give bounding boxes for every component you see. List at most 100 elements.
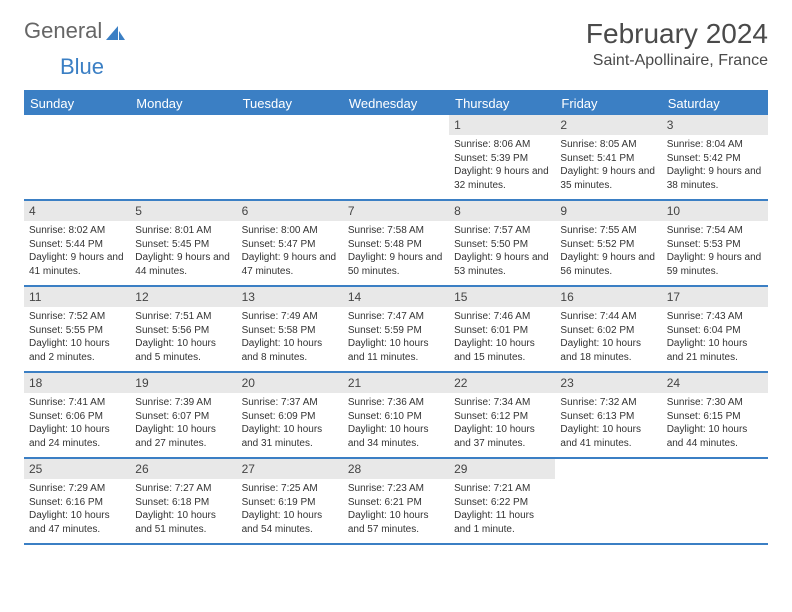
daylight-text: Daylight: 9 hours and 44 minutes. xyxy=(135,251,231,278)
calendar-page: General February 2024 Saint-Apollinaire,… xyxy=(0,0,792,555)
day-cell: 25Sunrise: 7:29 AMSunset: 6:16 PMDayligh… xyxy=(24,459,130,543)
sunset-text: Sunset: 5:53 PM xyxy=(667,238,763,252)
day-number: 19 xyxy=(130,373,236,393)
day-number: 29 xyxy=(449,459,555,479)
day-cell: 11Sunrise: 7:52 AMSunset: 5:55 PMDayligh… xyxy=(24,287,130,371)
day-number: 17 xyxy=(662,287,768,307)
title-block: February 2024 Saint-Apollinaire, France xyxy=(586,18,768,70)
sunset-text: Sunset: 5:50 PM xyxy=(454,238,550,252)
sunrise-text: Sunrise: 7:51 AM xyxy=(135,310,231,324)
daylight-text: Daylight: 9 hours and 38 minutes. xyxy=(667,165,763,192)
calendar: Sunday Monday Tuesday Wednesday Thursday… xyxy=(24,90,768,545)
daylight-text: Daylight: 9 hours and 53 minutes. xyxy=(454,251,550,278)
day-cell: 14Sunrise: 7:47 AMSunset: 5:59 PMDayligh… xyxy=(343,287,449,371)
day-cell: 21Sunrise: 7:36 AMSunset: 6:10 PMDayligh… xyxy=(343,373,449,457)
location: Saint-Apollinaire, France xyxy=(586,52,768,70)
week-row: ....1Sunrise: 8:06 AMSunset: 5:39 PMDayl… xyxy=(24,115,768,201)
daylight-text: Daylight: 10 hours and 8 minutes. xyxy=(242,337,338,364)
day-cell: . xyxy=(555,459,661,543)
day-cell: 6 Sunrise: 8:00 AMSunset: 5:47 PMDaylight… xyxy=(237,201,343,285)
sunset-text: Sunset: 5:47 PM xyxy=(242,238,338,252)
sunrise-text: Sunrise: 7:54 AM xyxy=(667,224,763,238)
sunrise-text: Sunrise: 7:58 AM xyxy=(348,224,444,238)
sunrise-text: Sunrise: 7:32 AM xyxy=(560,396,656,410)
sunset-text: Sunset: 5:48 PM xyxy=(348,238,444,252)
day-number: 4 xyxy=(24,201,130,221)
day-number: 12 xyxy=(130,287,236,307)
daylight-text: Daylight: 10 hours and 31 minutes. xyxy=(242,423,338,450)
daylight-text: Daylight: 10 hours and 57 minutes. xyxy=(348,509,444,536)
day-cell: 16Sunrise: 7:44 AMSunset: 6:02 PMDayligh… xyxy=(555,287,661,371)
day-cell: 1Sunrise: 8:06 AMSunset: 5:39 PMDaylight… xyxy=(449,115,555,199)
day-number: 21 xyxy=(343,373,449,393)
day-number: 13 xyxy=(237,287,343,307)
sunrise-text: Sunrise: 7:29 AM xyxy=(29,482,125,496)
sunset-text: Sunset: 5:39 PM xyxy=(454,152,550,166)
day-cell: 29Sunrise: 7:21 AMSunset: 6:22 PMDayligh… xyxy=(449,459,555,543)
weekday-tuesday: Tuesday xyxy=(237,92,343,115)
day-number: 24 xyxy=(662,373,768,393)
sunset-text: Sunset: 6:10 PM xyxy=(348,410,444,424)
day-number: 9 xyxy=(555,201,661,221)
sunrise-text: Sunrise: 7:47 AM xyxy=(348,310,444,324)
sunrise-text: Sunrise: 7:25 AM xyxy=(242,482,338,496)
daylight-text: Daylight: 10 hours and 27 minutes. xyxy=(135,423,231,450)
day-cell: 8Sunrise: 7:57 AMSunset: 5:50 PMDaylight… xyxy=(449,201,555,285)
sunset-text: Sunset: 5:55 PM xyxy=(29,324,125,338)
sunrise-text: Sunrise: 7:37 AM xyxy=(242,396,338,410)
weeks-container: ....1Sunrise: 8:06 AMSunset: 5:39 PMDayl… xyxy=(24,115,768,545)
day-cell: 12Sunrise: 7:51 AMSunset: 5:56 PMDayligh… xyxy=(130,287,236,371)
daylight-text: Daylight: 10 hours and 54 minutes. xyxy=(242,509,338,536)
day-number: 16 xyxy=(555,287,661,307)
sunrise-text: Sunrise: 7:49 AM xyxy=(242,310,338,324)
day-cell: 28Sunrise: 7:23 AMSunset: 6:21 PMDayligh… xyxy=(343,459,449,543)
day-cell: 20Sunrise: 7:37 AMSunset: 6:09 PMDayligh… xyxy=(237,373,343,457)
sunset-text: Sunset: 6:07 PM xyxy=(135,410,231,424)
sunset-text: Sunset: 6:15 PM xyxy=(667,410,763,424)
daylight-text: Daylight: 9 hours and 56 minutes. xyxy=(560,251,656,278)
weekday-wednesday: Wednesday xyxy=(343,92,449,115)
daylight-text: Daylight: 9 hours and 35 minutes. xyxy=(560,165,656,192)
sunrise-text: Sunrise: 8:04 AM xyxy=(667,138,763,152)
day-number: 18 xyxy=(24,373,130,393)
day-cell: 10Sunrise: 7:54 AMSunset: 5:53 PMDayligh… xyxy=(662,201,768,285)
sunrise-text: Sunrise: 7:30 AM xyxy=(667,396,763,410)
daylight-text: Daylight: 10 hours and 34 minutes. xyxy=(348,423,444,450)
day-cell: 19Sunrise: 7:39 AMSunset: 6:07 PMDayligh… xyxy=(130,373,236,457)
day-cell: 7Sunrise: 7:58 AMSunset: 5:48 PMDaylight… xyxy=(343,201,449,285)
day-cell: 2Sunrise: 8:05 AMSunset: 5:41 PMDaylight… xyxy=(555,115,661,199)
sunset-text: Sunset: 6:18 PM xyxy=(135,496,231,510)
sunrise-text: Sunrise: 8:02 AM xyxy=(29,224,125,238)
sunset-text: Sunset: 6:13 PM xyxy=(560,410,656,424)
sunset-text: Sunset: 6:12 PM xyxy=(454,410,550,424)
daylight-text: Daylight: 9 hours and 50 minutes. xyxy=(348,251,444,278)
sunset-text: Sunset: 6:04 PM xyxy=(667,324,763,338)
day-cell: 23Sunrise: 7:32 AMSunset: 6:13 PMDayligh… xyxy=(555,373,661,457)
sunrise-text: Sunrise: 8:00 AM xyxy=(242,224,338,238)
daylight-text: Daylight: 9 hours and 47 minutes. xyxy=(242,251,338,278)
day-cell: 5Sunrise: 8:01 AMSunset: 5:45 PMDaylight… xyxy=(130,201,236,285)
day-cell: . xyxy=(24,115,130,199)
day-number: 2 xyxy=(555,115,661,135)
day-number: 6 xyxy=(237,201,343,221)
sunset-text: Sunset: 6:09 PM xyxy=(242,410,338,424)
day-cell: . xyxy=(237,115,343,199)
sunset-text: Sunset: 5:59 PM xyxy=(348,324,444,338)
sunset-text: Sunset: 6:21 PM xyxy=(348,496,444,510)
daylight-text: Daylight: 10 hours and 15 minutes. xyxy=(454,337,550,364)
day-number: 15 xyxy=(449,287,555,307)
sunrise-text: Sunrise: 7:44 AM xyxy=(560,310,656,324)
daylight-text: Daylight: 9 hours and 59 minutes. xyxy=(667,251,763,278)
day-number: 27 xyxy=(237,459,343,479)
day-cell: 18Sunrise: 7:41 AMSunset: 6:06 PMDayligh… xyxy=(24,373,130,457)
day-number: 14 xyxy=(343,287,449,307)
day-number: 11 xyxy=(24,287,130,307)
daylight-text: Daylight: 10 hours and 41 minutes. xyxy=(560,423,656,450)
week-row: 25Sunrise: 7:29 AMSunset: 6:16 PMDayligh… xyxy=(24,459,768,545)
day-number: 22 xyxy=(449,373,555,393)
sunrise-text: Sunrise: 7:21 AM xyxy=(454,482,550,496)
logo-text-blue: Blue xyxy=(60,54,104,80)
sunset-text: Sunset: 6:19 PM xyxy=(242,496,338,510)
sunrise-text: Sunrise: 8:06 AM xyxy=(454,138,550,152)
sunrise-text: Sunrise: 7:57 AM xyxy=(454,224,550,238)
